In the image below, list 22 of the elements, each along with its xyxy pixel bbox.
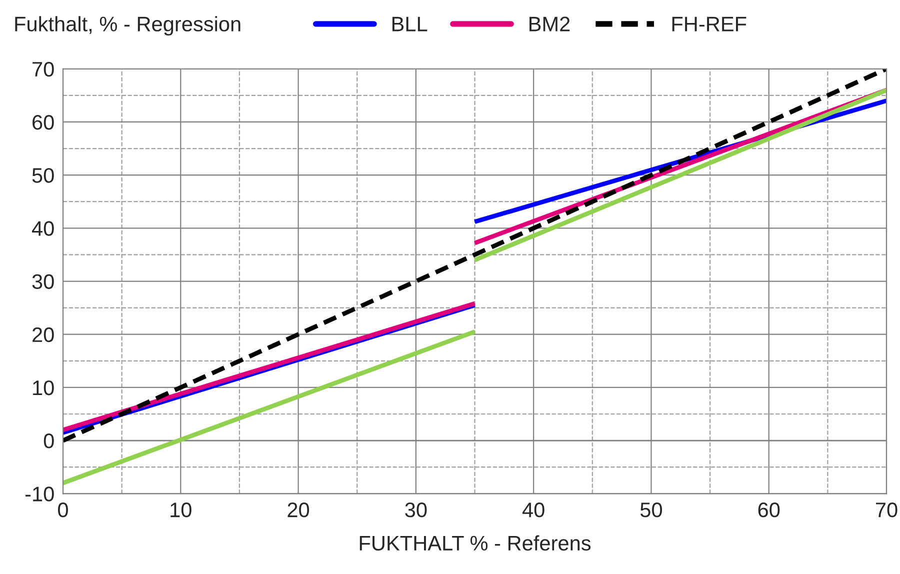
x-tick-label: 10 [170,502,192,518]
chart-title: Fukthalt, % - Regression [15,16,240,36]
y-tick-label: 0 [44,434,54,448]
legend-label: BLL [392,16,428,32]
x-tick-label: 70 [876,502,898,518]
y-tick-label: -10 [25,486,54,502]
y-tick-label: 40 [32,221,54,236]
legend-label: BM2 [530,16,570,32]
x-axis-title: FUKTHALT % - Referens [360,535,591,551]
y-tick-label: 60 [32,114,54,130]
x-tick-label: 40 [522,502,544,518]
y-tick-label: 10 [33,380,54,396]
y-tick-label: 30 [32,274,54,290]
x-tick-label: 50 [640,502,662,518]
y-tick-label: 70 [32,62,54,77]
y-tick-label: 50 [32,168,54,183]
x-tick-label: 20 [288,502,310,518]
legend-label: FH-REF [672,16,746,32]
x-tick-label: 60 [758,502,780,518]
x-tick-label: 0 [58,502,68,518]
x-tick-label: 30 [405,502,427,518]
y-tick-label: 20 [32,327,54,342]
